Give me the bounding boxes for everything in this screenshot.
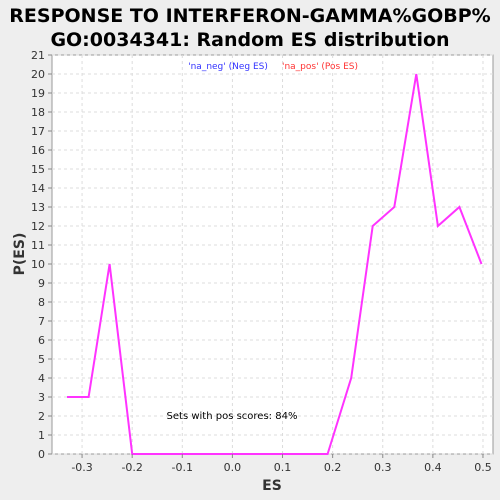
x-axis-label: ES	[262, 478, 282, 494]
y-tick-label: 1	[38, 429, 45, 442]
x-tick-label: -0.1	[172, 461, 193, 474]
y-tick-label: 12	[31, 220, 45, 233]
chart-title-line2: GO:0034341: Random ES distribution	[50, 29, 449, 51]
y-tick-label: 15	[31, 163, 45, 176]
y-tick-label: 7	[38, 315, 45, 328]
legend: 'na_neg' (Neg ES) 'na_pos' (Pos ES)	[188, 62, 358, 72]
plot-area	[51, 54, 494, 455]
series-line	[67, 73, 483, 455]
x-tick-label: 0.0	[224, 461, 242, 474]
legend-entry-pos: 'na_pos' (Pos ES)	[282, 62, 358, 72]
x-tick-label: 0.3	[374, 461, 392, 474]
y-tick-label: 20	[31, 68, 45, 81]
y-tick-label: 19	[31, 87, 45, 100]
y-tick-label: 14	[31, 182, 45, 195]
y-tick-label: 8	[38, 296, 45, 309]
y-tick-label: 17	[31, 125, 45, 138]
y-tick-label: 10	[31, 258, 45, 271]
y-tick-label: 11	[31, 239, 45, 252]
pos-scores-annotation: Sets with pos scores: 84%	[167, 411, 298, 422]
x-tick-label: 0.1	[274, 461, 292, 474]
x-tick-label: 0.4	[424, 461, 442, 474]
x-tick-label: 0.5	[474, 461, 492, 474]
y-tick-label: 2	[38, 410, 45, 423]
y-axis-label: P(ES)	[12, 233, 28, 276]
y-tick-label: 0	[38, 448, 45, 461]
y-tick-label: 13	[31, 201, 45, 214]
y-tick-label: 4	[38, 372, 45, 385]
y-tick-label: 5	[38, 353, 45, 366]
series-layer	[67, 73, 483, 455]
legend-entry-neg: 'na_neg' (Neg ES)	[188, 62, 268, 72]
y-tick-label: 3	[38, 391, 45, 404]
y-tick-label: 21	[31, 49, 45, 62]
y-tick-label: 9	[38, 277, 45, 290]
x-tick-label: -0.2	[121, 461, 142, 474]
y-tick-label: 18	[31, 106, 45, 119]
x-tick-label: -0.3	[71, 461, 92, 474]
x-tick-label: 0.2	[324, 461, 342, 474]
y-tick-label: 16	[31, 144, 45, 157]
y-tick-label: 6	[38, 334, 45, 347]
chart-title-line1: RESPONSE TO INTERFERON-GAMMA%GOBP%	[9, 5, 490, 27]
